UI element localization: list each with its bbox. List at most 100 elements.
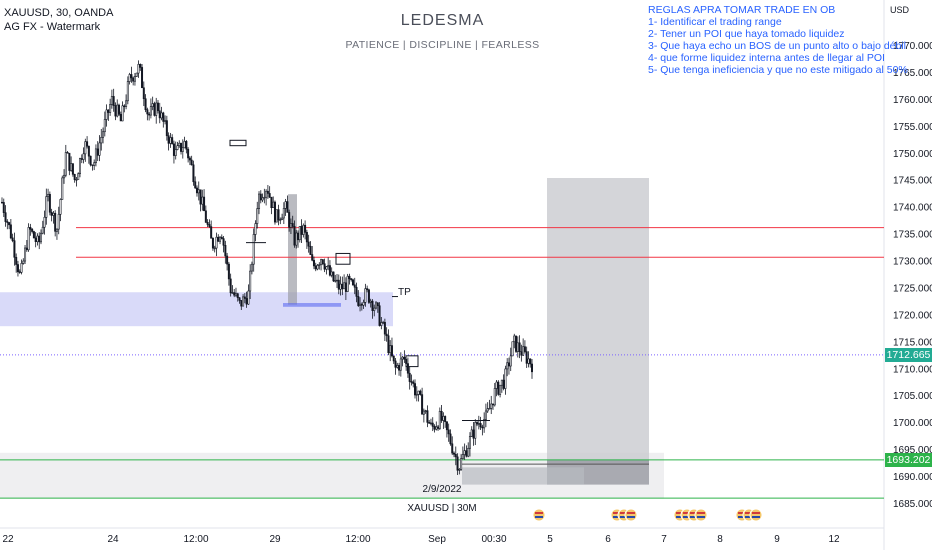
candle <box>499 384 502 395</box>
candle <box>307 241 310 247</box>
candle <box>417 390 420 395</box>
candle <box>302 224 305 235</box>
candle <box>165 120 168 137</box>
candle <box>162 112 165 122</box>
rules-line: 5- Que tenga ineficiencia y que no este … <box>648 64 908 76</box>
candle <box>316 265 319 270</box>
candle <box>513 335 516 343</box>
candle <box>495 381 498 389</box>
time-tick-label: Sep <box>428 534 446 545</box>
us-flag-event-icon[interactable] <box>624 508 638 522</box>
candle <box>369 300 372 303</box>
candle <box>158 110 161 119</box>
candle <box>41 226 44 234</box>
indicator-legend[interactable]: AG FX - Watermark <box>4 21 101 33</box>
candle <box>98 142 101 156</box>
price-tick-label: 1745.000 <box>893 176 932 187</box>
mini-ob[interactable] <box>283 303 341 307</box>
candle <box>211 237 214 249</box>
candle <box>392 355 395 362</box>
time-tick-label: 9 <box>774 534 780 545</box>
flag-stripe <box>738 516 746 518</box>
candle <box>376 302 379 307</box>
candle <box>493 388 496 406</box>
candle <box>210 226 213 239</box>
rules-line: 3- Que haya echo un BOS de un punto alto… <box>648 40 907 52</box>
candle <box>277 209 280 221</box>
candle <box>34 237 37 243</box>
us-flag-event-icon[interactable] <box>532 508 546 522</box>
candle <box>16 264 19 273</box>
price-tick-label: 1765.000 <box>893 68 932 79</box>
candle <box>102 131 105 138</box>
candle <box>156 102 159 112</box>
candle <box>289 223 292 228</box>
flag-stripe <box>535 516 543 518</box>
candle <box>429 422 432 425</box>
order-block-zone[interactable] <box>0 292 393 327</box>
candle <box>472 429 475 439</box>
candle <box>27 227 30 251</box>
symbol-legend[interactable]: XAUUSD, 30, OANDA <box>4 7 114 19</box>
candle <box>337 279 340 290</box>
trading-rules-note[interactable]: REGLAS APRA TOMAR TRADE EN OB 1- Identif… <box>648 4 908 76</box>
price-tick-label: 1740.000 <box>893 203 932 214</box>
range-box[interactable] <box>547 178 649 464</box>
structure-box[interactable] <box>229 139 247 147</box>
time-tick-label: 6 <box>605 534 611 545</box>
candle <box>250 263 253 272</box>
candle <box>403 356 406 360</box>
candle <box>328 265 331 276</box>
symbol-timeframe-label: XAUUSD | 30M <box>407 503 476 514</box>
candle <box>151 103 154 107</box>
stop-zone[interactable] <box>462 467 584 485</box>
impulse-box[interactable] <box>288 194 297 305</box>
flag-stripe <box>676 516 684 518</box>
candle <box>171 137 174 145</box>
time-tick-label: 00:30 <box>481 534 506 545</box>
candle <box>525 351 528 364</box>
candle <box>383 321 386 335</box>
candle <box>192 164 195 183</box>
candle <box>155 102 158 116</box>
candle <box>486 408 489 412</box>
candle <box>11 237 14 241</box>
candle <box>96 148 99 156</box>
candle <box>305 232 308 243</box>
candle <box>387 335 390 354</box>
candle <box>226 255 229 265</box>
us-flag-event-icon[interactable] <box>694 508 708 522</box>
candle <box>421 394 424 415</box>
candle <box>261 197 264 201</box>
candle <box>105 109 108 120</box>
candle <box>298 226 301 241</box>
candle <box>504 368 507 389</box>
candle <box>382 321 385 324</box>
candle <box>195 187 198 194</box>
candle <box>458 469 461 471</box>
us-flag-event-icon[interactable] <box>749 508 763 522</box>
candle <box>243 296 246 299</box>
structure-box[interactable] <box>405 355 419 368</box>
candle <box>509 355 512 367</box>
candle <box>160 112 163 119</box>
candle <box>273 201 276 223</box>
candle <box>284 201 287 209</box>
candle <box>270 196 273 208</box>
candle <box>394 360 397 368</box>
candle <box>325 266 328 270</box>
candle <box>31 228 34 232</box>
candle <box>245 298 248 305</box>
watermark-title: LEDESMA <box>400 12 485 29</box>
candle <box>107 109 110 113</box>
candle <box>396 365 399 368</box>
structure-box[interactable] <box>335 252 351 265</box>
flag-stripe <box>690 512 698 514</box>
time-tick-label: 7 <box>661 534 667 545</box>
flag-stripe <box>690 516 698 518</box>
candle <box>492 403 495 406</box>
candle <box>476 422 479 425</box>
candle <box>258 193 261 209</box>
candle <box>444 416 447 423</box>
